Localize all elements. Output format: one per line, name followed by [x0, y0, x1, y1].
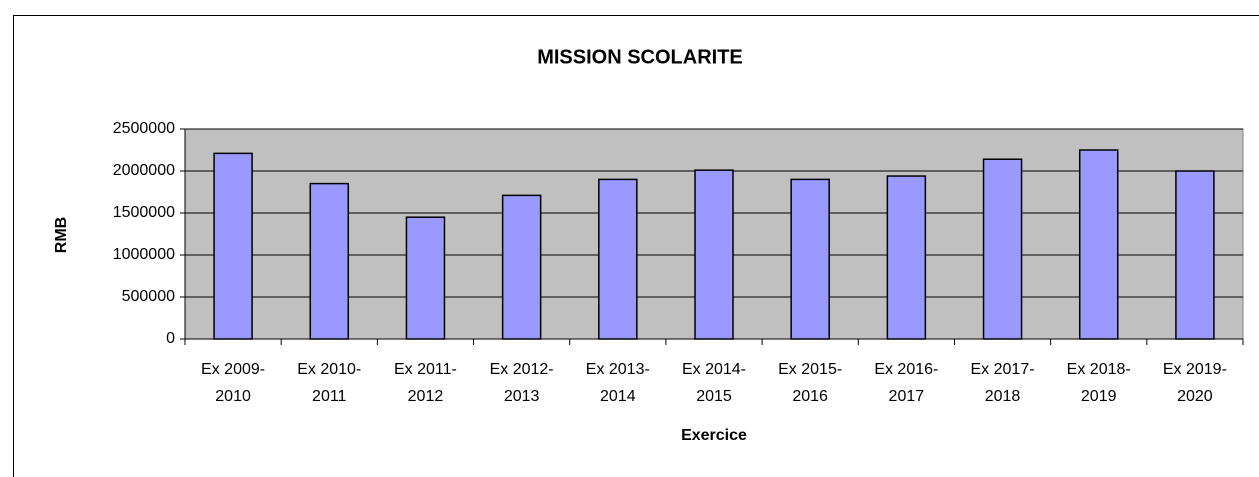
x-tick-label: Ex 2016-2017 — [874, 361, 939, 405]
x-tick-label: Ex 2015-2016 — [778, 361, 843, 405]
x-axis-title: Exercice — [681, 427, 747, 444]
y-tick-label: 1500000 — [113, 204, 175, 221]
bar — [405, 216, 446, 340]
bar — [982, 158, 1023, 340]
bar — [501, 194, 542, 340]
x-tick-label-box: Ex 2018-2019 — [1066, 361, 1131, 405]
x-tick-label: Ex 2010-2011 — [297, 361, 362, 405]
x-tick-label-box: Ex 2017-2018 — [970, 361, 1035, 405]
x-tick-label: Ex 2011-2012 — [394, 361, 457, 405]
x-tick-label-box: Ex 2019-2020 — [1162, 361, 1227, 405]
y-tick-label: 1000000 — [113, 246, 175, 263]
x-tick-label: Ex 2014-2015 — [681, 361, 746, 405]
bar — [309, 182, 350, 340]
bar — [886, 175, 927, 340]
y-tick-label: 500000 — [122, 288, 175, 305]
x-tick-label-box: Ex 2013-2014 — [585, 361, 650, 405]
chart-title: MISSION SCOLARITE — [537, 46, 743, 68]
x-tick-label-box: Ex 2015-2016 — [778, 361, 843, 405]
x-tick-label-box: Ex 2016-2017 — [874, 361, 939, 405]
y-tick-label: 2500000 — [113, 120, 175, 137]
bar — [790, 178, 830, 340]
bar — [598, 178, 638, 340]
x-tick-label: Ex 2018-2019 — [1066, 361, 1131, 405]
y-tick-label: 0 — [166, 330, 175, 347]
x-tick-label-box: Ex 2009-2010 — [201, 361, 266, 405]
bar — [1175, 170, 1215, 340]
x-tick-label: Ex 2017-2018 — [970, 361, 1035, 405]
x-tick-label: Ex 2012-2013 — [489, 361, 554, 405]
x-tick-label-box: Ex 2012-2013 — [489, 361, 554, 405]
bar — [213, 152, 253, 340]
y-axis-title: RMB — [53, 217, 70, 253]
x-tick-label-box: Ex 2010-2011 — [297, 361, 362, 405]
x-tick-label: Ex 2009-2010 — [201, 361, 266, 405]
x-tick-label: Ex 2013-2014 — [585, 361, 650, 405]
y-tick-label: 2000000 — [113, 162, 175, 179]
x-tick-label: Ex 2019-2020 — [1162, 361, 1227, 405]
x-tick-label-box: Ex 2011-2012 — [394, 361, 457, 405]
bar — [1078, 149, 1119, 340]
bar — [694, 169, 734, 340]
x-tick-label-box: Ex 2014-2015 — [681, 361, 746, 405]
